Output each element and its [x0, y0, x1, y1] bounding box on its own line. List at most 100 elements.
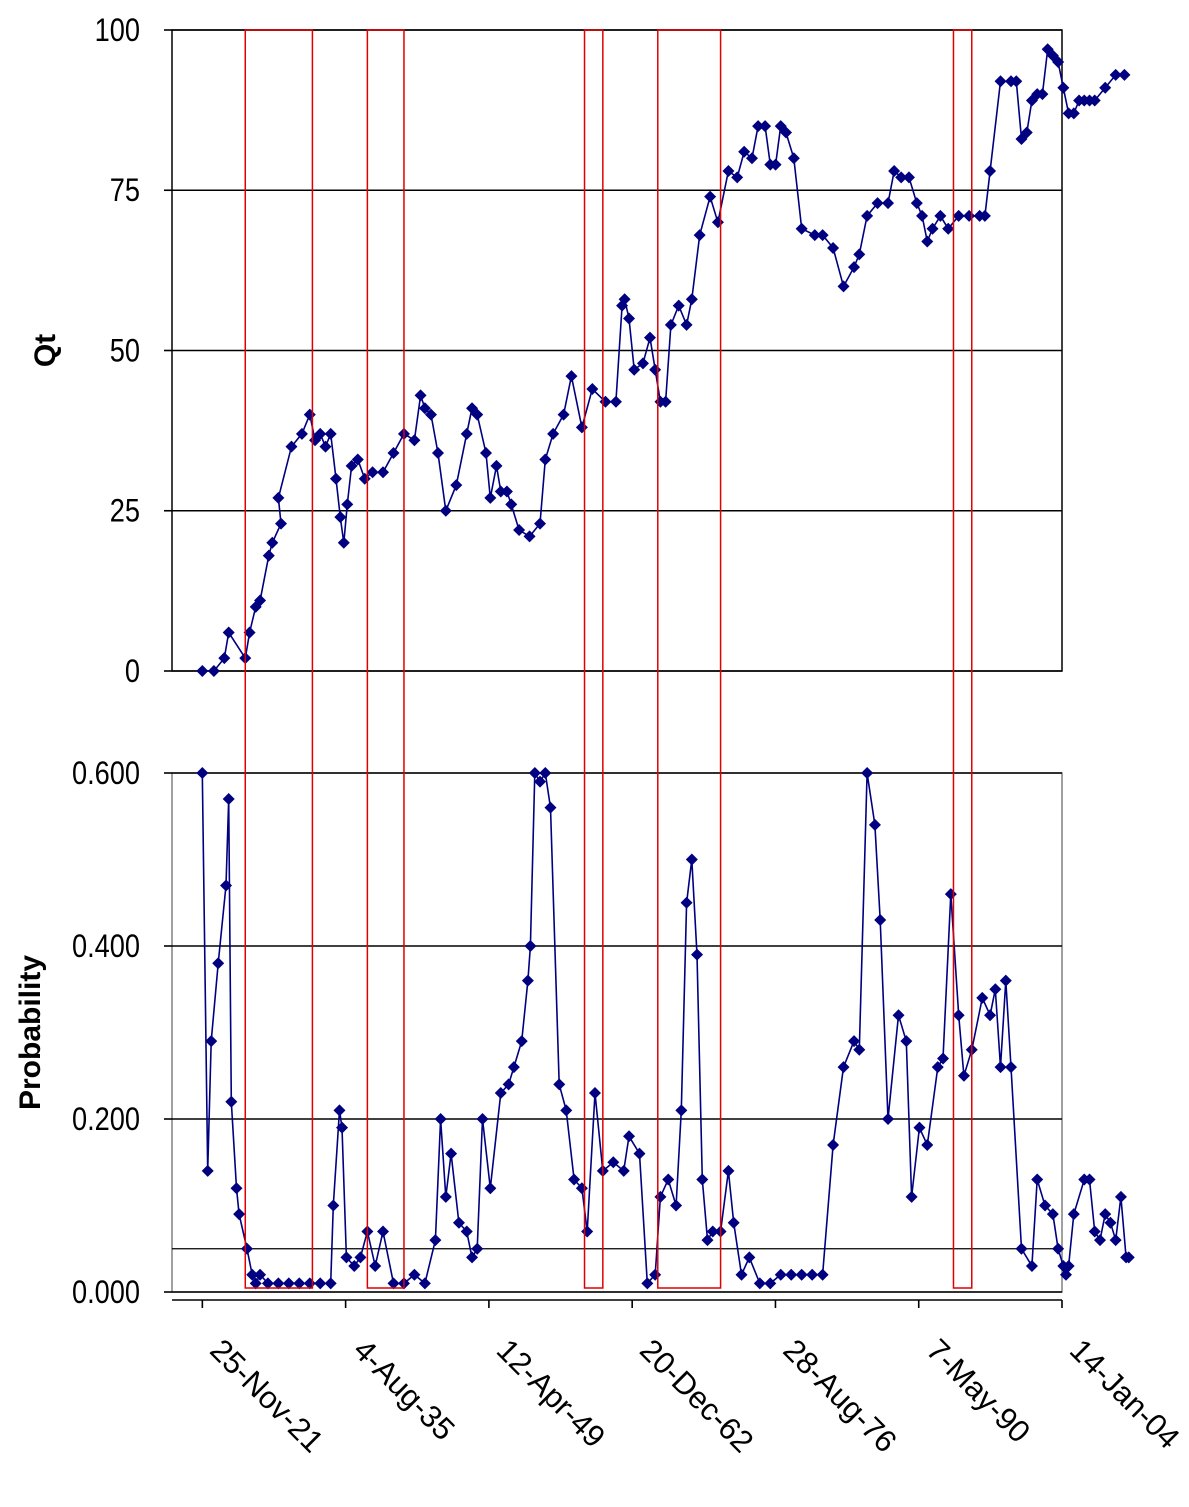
x-tick-label: 7-May-90 [920, 1332, 1037, 1449]
qt-data-point [685, 293, 698, 306]
probability-data-point [868, 818, 881, 831]
probability-data-point [743, 1251, 756, 1264]
qt-data-point [266, 536, 279, 549]
probability-data-point [1088, 1225, 1101, 1238]
probability-data-point [233, 1208, 246, 1221]
probability-data-point [1039, 1199, 1052, 1212]
qt-data-point [837, 280, 850, 293]
probability-data-point [921, 1138, 934, 1151]
highlight-period-box [952, 29, 973, 1289]
qt-data-point [254, 594, 267, 607]
qt-data-point [275, 517, 288, 530]
qt-y-tick-label: 75 [110, 173, 140, 209]
qt-data-point [618, 293, 631, 306]
qt-data-point [1052, 56, 1065, 69]
x-tick-label: 12-Apr-49 [490, 1332, 612, 1454]
probability-data-point [568, 1173, 581, 1186]
qt-data-point [1088, 94, 1101, 107]
probability-data-point [931, 1061, 944, 1074]
probability-y-tick-label: 0.600 [72, 756, 140, 792]
probability-data-point [785, 1268, 798, 1281]
qt-data-point [414, 389, 427, 402]
qt-data-point [769, 158, 782, 171]
probability-data-point [240, 1242, 253, 1255]
highlight-period-box [244, 29, 314, 1289]
qt-data-point [680, 318, 693, 331]
qt-data-point [994, 75, 1007, 88]
qt-data-point [745, 152, 758, 165]
probability-data-point [507, 1061, 520, 1074]
probability-y-axis-label: Probability [14, 955, 47, 1110]
probability-data-point [484, 1182, 497, 1195]
probability-data-point [205, 1035, 218, 1048]
qt-data-point [418, 402, 431, 415]
probability-data-point [387, 1277, 400, 1290]
qt-data-point [303, 408, 316, 421]
qt-data-point [500, 485, 513, 498]
probability-data-point [774, 1268, 787, 1281]
probability-data-point [1099, 1208, 1112, 1221]
probability-series-line [201, 770, 1129, 1286]
probability-data-point [348, 1260, 361, 1273]
probability-data-point [853, 1043, 866, 1056]
probability-data-point [230, 1182, 243, 1195]
qt-data-point [731, 171, 744, 184]
probability-data-point [324, 1277, 337, 1290]
qt-series-line [202, 47, 1125, 672]
shared-x-axis: 25-Nov-21 4-Aug-35 12-Apr-49 20-Dec-62 28-Au… [172, 1299, 1187, 1459]
qt-data-point [861, 209, 874, 222]
probability-data-point [607, 1156, 620, 1169]
x-tick-label: 4-Aug-35 [347, 1332, 462, 1447]
probability-data-point [984, 1009, 997, 1022]
qt-data-point [450, 479, 463, 492]
probability-data-point [524, 940, 537, 952]
highlight-period-box [366, 29, 405, 1289]
qt-data-point [795, 222, 808, 235]
highlight-period-box [657, 29, 722, 1289]
probability-data-point [662, 1173, 675, 1186]
qt-data-point [664, 318, 677, 331]
probability-data-point [989, 983, 1002, 996]
probability-data-point [249, 1277, 262, 1290]
probability-data-point [1059, 1268, 1072, 1281]
qt-data-point [377, 466, 390, 479]
probability-data-point [225, 1095, 238, 1108]
qt-data-point [586, 382, 599, 395]
qt-data-point [759, 120, 772, 133]
qt-data-point [1010, 75, 1023, 88]
probability-data-point [1004, 1061, 1017, 1074]
qt-data-point [329, 472, 342, 485]
probability-data-point [314, 1277, 327, 1290]
qt-data-point [934, 209, 947, 222]
qt-data-point [738, 145, 751, 158]
probability-plot-frame [171, 772, 1063, 1293]
probability-data-point [696, 1173, 709, 1186]
qt-data-point [659, 395, 672, 408]
probability-data-point [706, 1225, 719, 1238]
qt-data-point [425, 408, 438, 421]
qt-data-point [848, 261, 861, 274]
qt-data-point [628, 363, 641, 376]
qt-data-point [882, 197, 895, 210]
qt-data-point [262, 549, 275, 562]
probability-data-point [764, 1277, 777, 1290]
probability-data-point [544, 801, 557, 814]
qt-data-point [505, 498, 518, 511]
probability-data-point [882, 1113, 895, 1125]
probability-data-point [1067, 1208, 1080, 1221]
qt-data-point [341, 498, 354, 511]
qt-data-point [366, 466, 379, 479]
highlight-period-box [583, 29, 604, 1289]
probability-data-point [952, 1009, 965, 1022]
probability-data-point [685, 853, 698, 866]
probability-data-point [1062, 1260, 1075, 1273]
probability-data-point [418, 1277, 431, 1290]
qt-data-point [921, 235, 934, 248]
qt-data-point [1015, 132, 1028, 145]
x-tick-label: 20-Dec-62 [633, 1332, 760, 1459]
qt-data-point [780, 126, 793, 139]
probability-data-point [445, 1147, 458, 1160]
probability-data-point [861, 767, 874, 779]
qt-data-point [609, 395, 622, 408]
